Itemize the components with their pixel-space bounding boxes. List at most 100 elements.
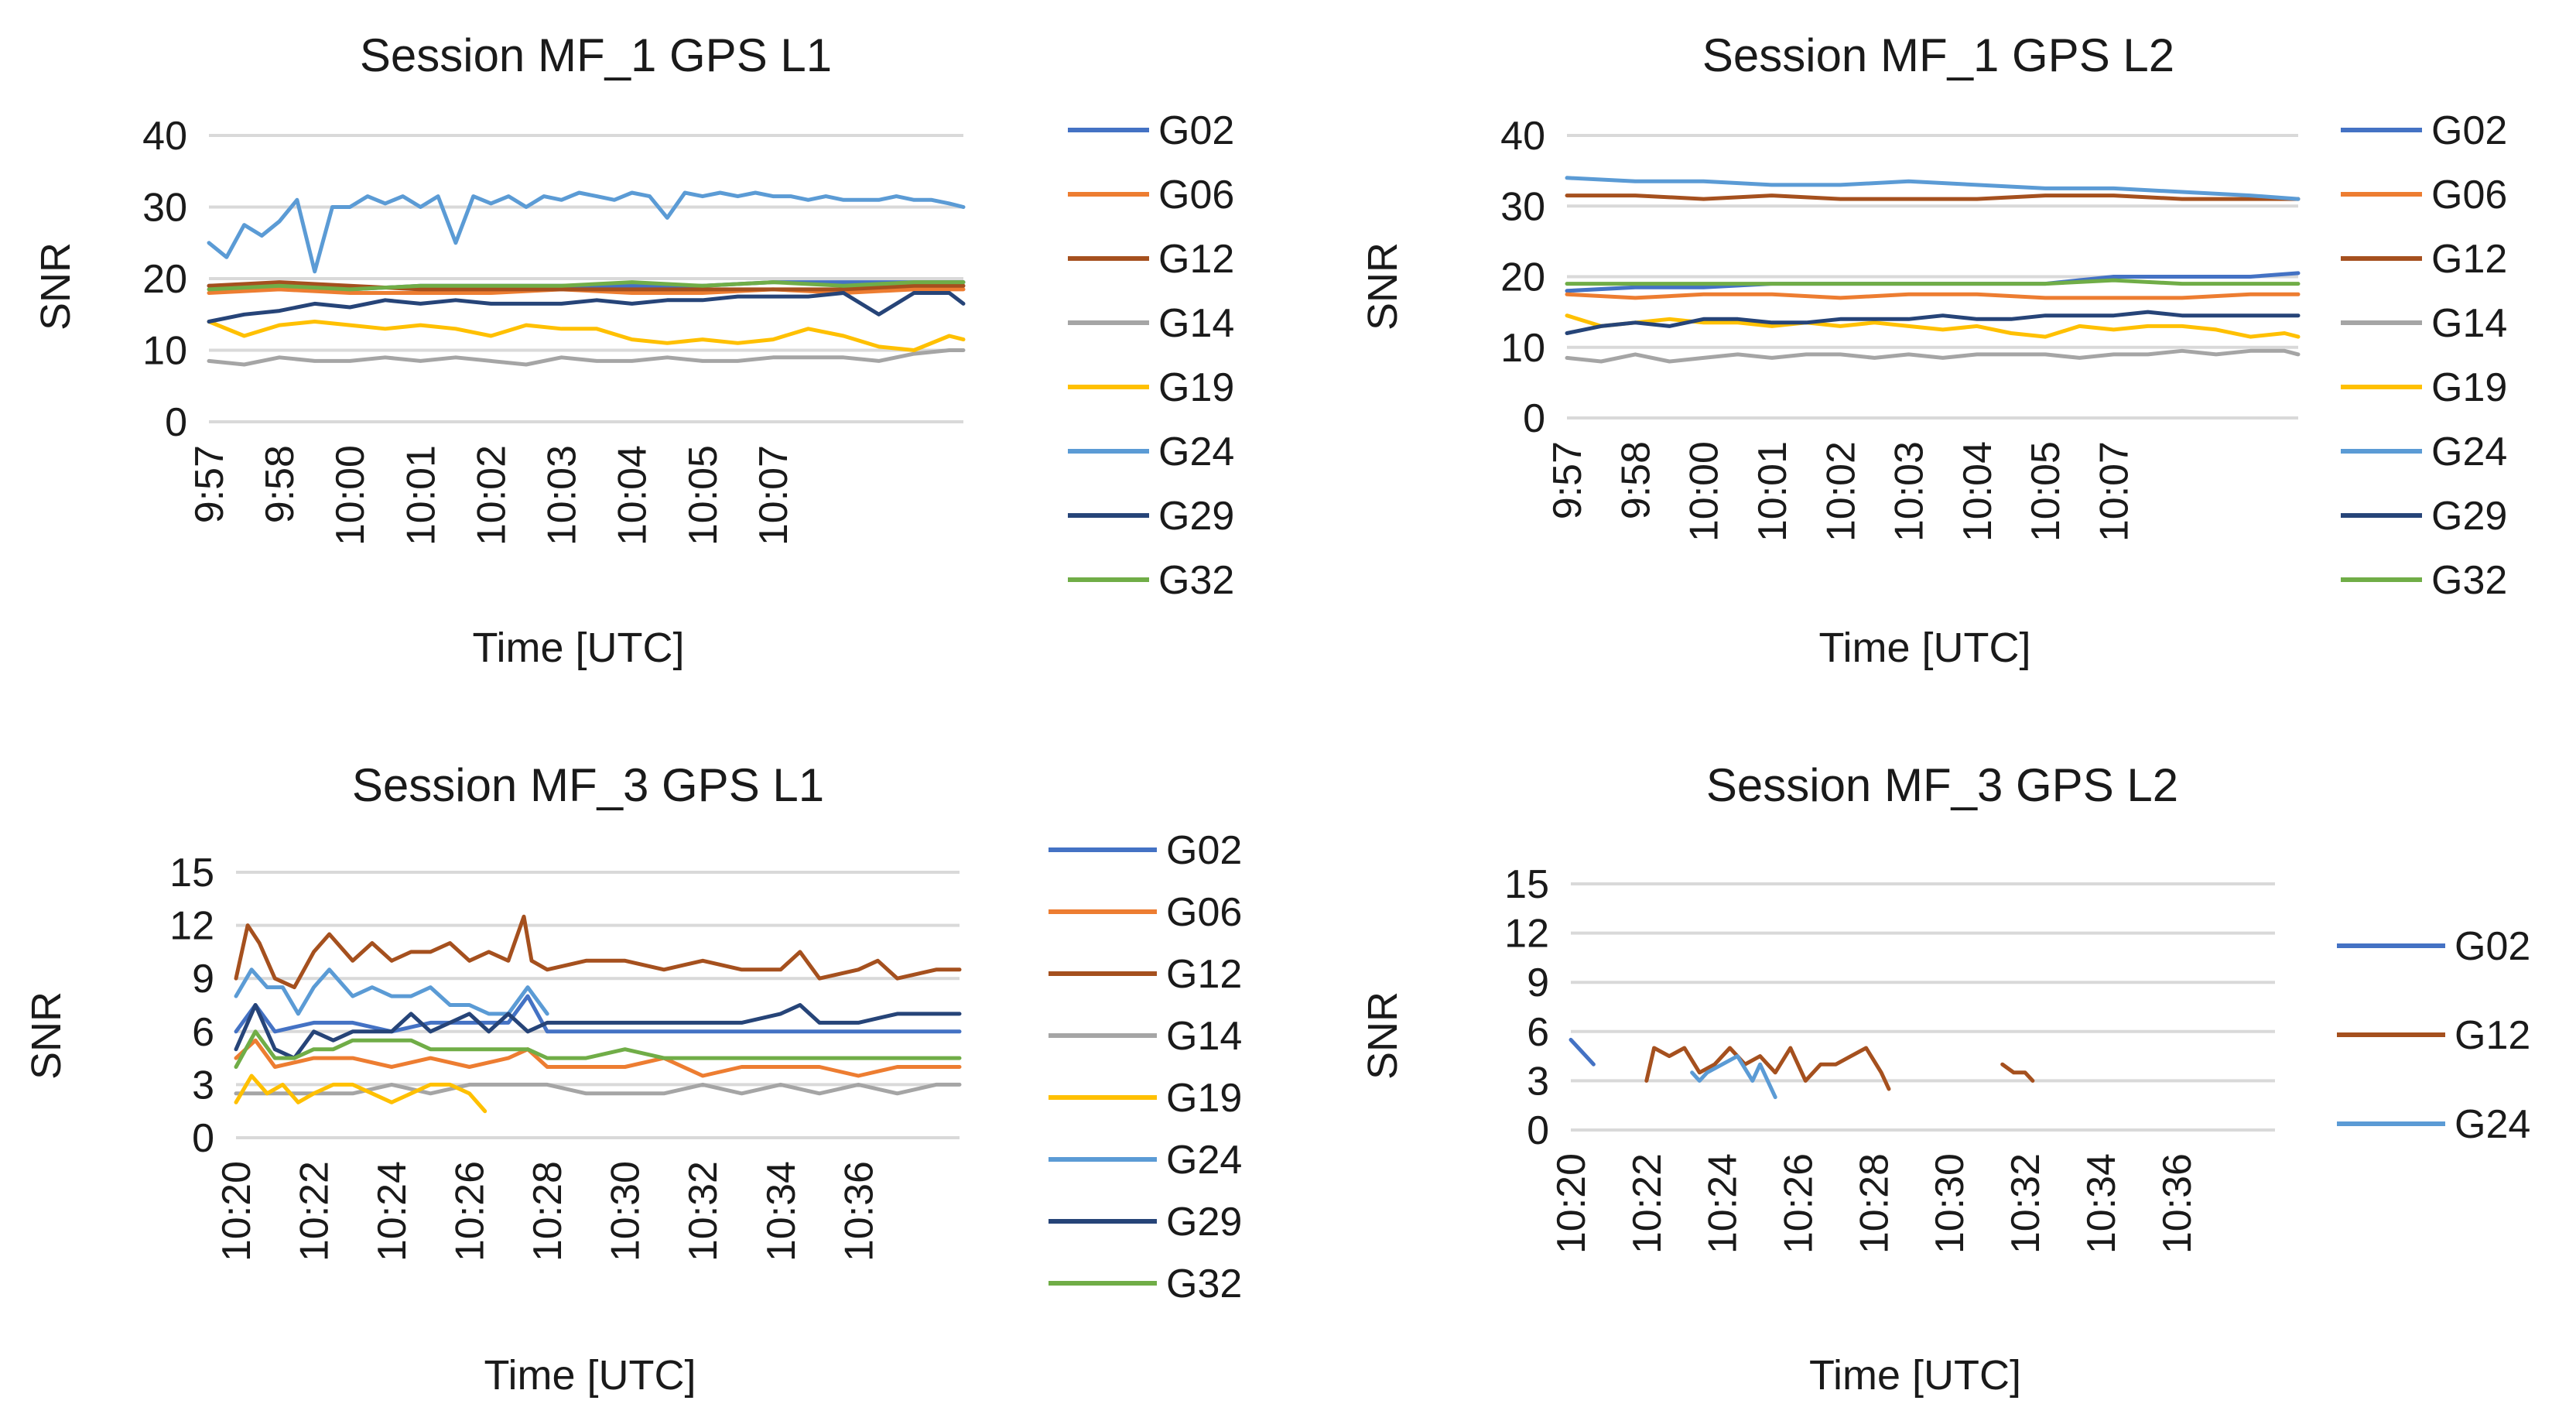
legend-label: G29: [1158, 494, 1234, 539]
legend-item-g24: G24: [2341, 430, 2507, 474]
y-axis-title: SNR: [1360, 991, 1406, 1080]
y-tick-label: 0: [192, 1116, 214, 1161]
legend-label: G24: [2455, 1102, 2530, 1147]
legend-item-g06: G06: [1049, 890, 1242, 935]
x-tick-label: 10:26: [448, 1161, 493, 1262]
y-tick-label: 6: [192, 1010, 214, 1055]
x-axis-title: Time [UTC]: [1819, 625, 2031, 671]
series-line-g32: [1565, 278, 2301, 286]
legend-item-g29: G29: [1049, 1200, 1242, 1245]
x-tick-label: 10:24: [1701, 1153, 1746, 1254]
y-tick-label: 9: [1527, 960, 1549, 1005]
chart-title: Session MF_3 GPS L2: [1706, 759, 2178, 811]
series-line-g12: [1644, 1046, 1891, 1091]
legend-label: G14: [2431, 301, 2507, 346]
x-tick-label: 10:28: [1852, 1153, 1897, 1254]
y-axis-title: SNR: [23, 991, 70, 1080]
series-line-g19: [207, 320, 966, 352]
legend-label: G19: [2431, 365, 2507, 410]
legend-label: G19: [1158, 365, 1234, 410]
legend-item-g06: G06: [2341, 173, 2507, 217]
legend-item-g24: G24: [2337, 1102, 2530, 1147]
legend-item-g02: G02: [1068, 108, 1234, 153]
x-tick-label: 10:36: [836, 1161, 881, 1262]
x-tick-label: 9:58: [258, 445, 303, 523]
chart-2: Session MF_1 GPS L2 0 10 20 30 40 9:57 9:58 10:0…: [1360, 29, 2507, 671]
x-tick-label: 10:07: [751, 445, 796, 546]
x-tick-label: 10:36: [2155, 1153, 2200, 1254]
series-line-g14: [234, 1082, 962, 1096]
chart-3: Session MF_3 GPS L1 0 3 6 9 12 15 10:20 10:22 10:…: [23, 759, 1242, 1399]
x-tick-label: 10:04: [1955, 441, 2000, 542]
y-tick-label: 6: [1527, 1010, 1549, 1055]
legend-item-g12: G12: [2337, 1013, 2530, 1058]
series-line-g32: [207, 280, 966, 292]
legend-label: G32: [1158, 558, 1234, 603]
y-tick-label: 9: [192, 957, 214, 1002]
legend-item-g14: G14: [2341, 301, 2507, 346]
series-line-g29: [1565, 310, 2301, 335]
series-line-g12: [2000, 1062, 2035, 1083]
legend-item-g02: G02: [2337, 924, 2530, 969]
y-tick-label: 15: [169, 851, 214, 895]
x-tick-label: 10:22: [1625, 1153, 1670, 1254]
series-line-g32: [234, 1029, 962, 1069]
legend-label: G24: [2431, 430, 2507, 474]
y-tick-label: 10: [142, 329, 187, 374]
x-tick-label: 10:01: [399, 445, 443, 546]
y-tick-label: 20: [1500, 255, 1545, 300]
legend-label: G06: [1158, 173, 1234, 217]
x-tick-label: 10:02: [1818, 441, 1863, 542]
y-tick-label: 12: [169, 904, 214, 949]
y-tick-label: 20: [142, 257, 187, 302]
legend-item-g02: G02: [2341, 108, 2507, 153]
x-tick-label: 10:03: [540, 445, 585, 546]
legend-item-g32: G32: [1068, 558, 1234, 603]
series-line-g14: [1565, 348, 2301, 364]
y-tick-label: 0: [1527, 1108, 1549, 1153]
legend-label: G02: [2431, 108, 2507, 153]
legend-label: G12: [2431, 237, 2507, 282]
chart-1: Session MF_1 GPS L1 0 10 20 30 40 9:57 9:58 10:0…: [32, 29, 1234, 671]
legend-item-g14: G14: [1068, 301, 1234, 346]
legend-label: G06: [2431, 173, 2507, 217]
y-tick-label: 40: [1500, 114, 1545, 159]
series-line-g02: [1569, 1037, 1596, 1067]
series-line-g12: [207, 280, 966, 292]
chart-4: Session MF_3 GPS L2 036 912 15 10:20 10:22 10:…: [1360, 759, 2530, 1399]
legend-label: G24: [1166, 1138, 1242, 1183]
series-line-g24: [1690, 1054, 1777, 1100]
x-tick-label: 10:05: [2024, 441, 2068, 542]
x-tick-label: 10:28: [525, 1161, 570, 1262]
x-tick-label: 9:57: [1545, 441, 1590, 519]
legend-label: G14: [1158, 301, 1234, 346]
legend-item-g12: G12: [1068, 237, 1234, 282]
legend-item-g06: G06: [1068, 173, 1234, 217]
chart-title: Session MF_1 GPS L2: [1702, 29, 2174, 81]
series-line-g24: [1565, 176, 2301, 201]
legend-item-g24: G24: [1068, 430, 1234, 474]
x-tick-label: 9:57: [187, 445, 232, 523]
x-tick-label: 10:00: [328, 445, 373, 546]
legend-item-g12: G12: [2341, 237, 2507, 282]
legend-item-g19: G19: [2341, 365, 2507, 410]
x-tick-label: 10:07: [2092, 441, 2137, 542]
x-tick-label: 10:32: [2003, 1153, 2048, 1254]
legend-label: G32: [2431, 558, 2507, 603]
legend-item-g32: G32: [2341, 558, 2507, 603]
series-line-g02: [234, 994, 962, 1034]
legend-item-g19: G19: [1049, 1076, 1242, 1121]
legend-label: G29: [1166, 1200, 1242, 1245]
legend-label: G12: [2455, 1013, 2530, 1058]
series-line-g29: [234, 1003, 962, 1060]
legend-item-g32: G32: [1049, 1262, 1242, 1306]
series-line-g12: [234, 914, 962, 990]
legend-label: G32: [1166, 1262, 1242, 1306]
legend-label: G06: [1166, 890, 1242, 935]
y-tick-label: 0: [165, 400, 187, 445]
series-line-g24: [207, 190, 966, 274]
x-tick-label: 10:22: [292, 1161, 337, 1262]
legend-item-g29: G29: [2341, 494, 2507, 539]
legend-label: G19: [1166, 1076, 1242, 1121]
